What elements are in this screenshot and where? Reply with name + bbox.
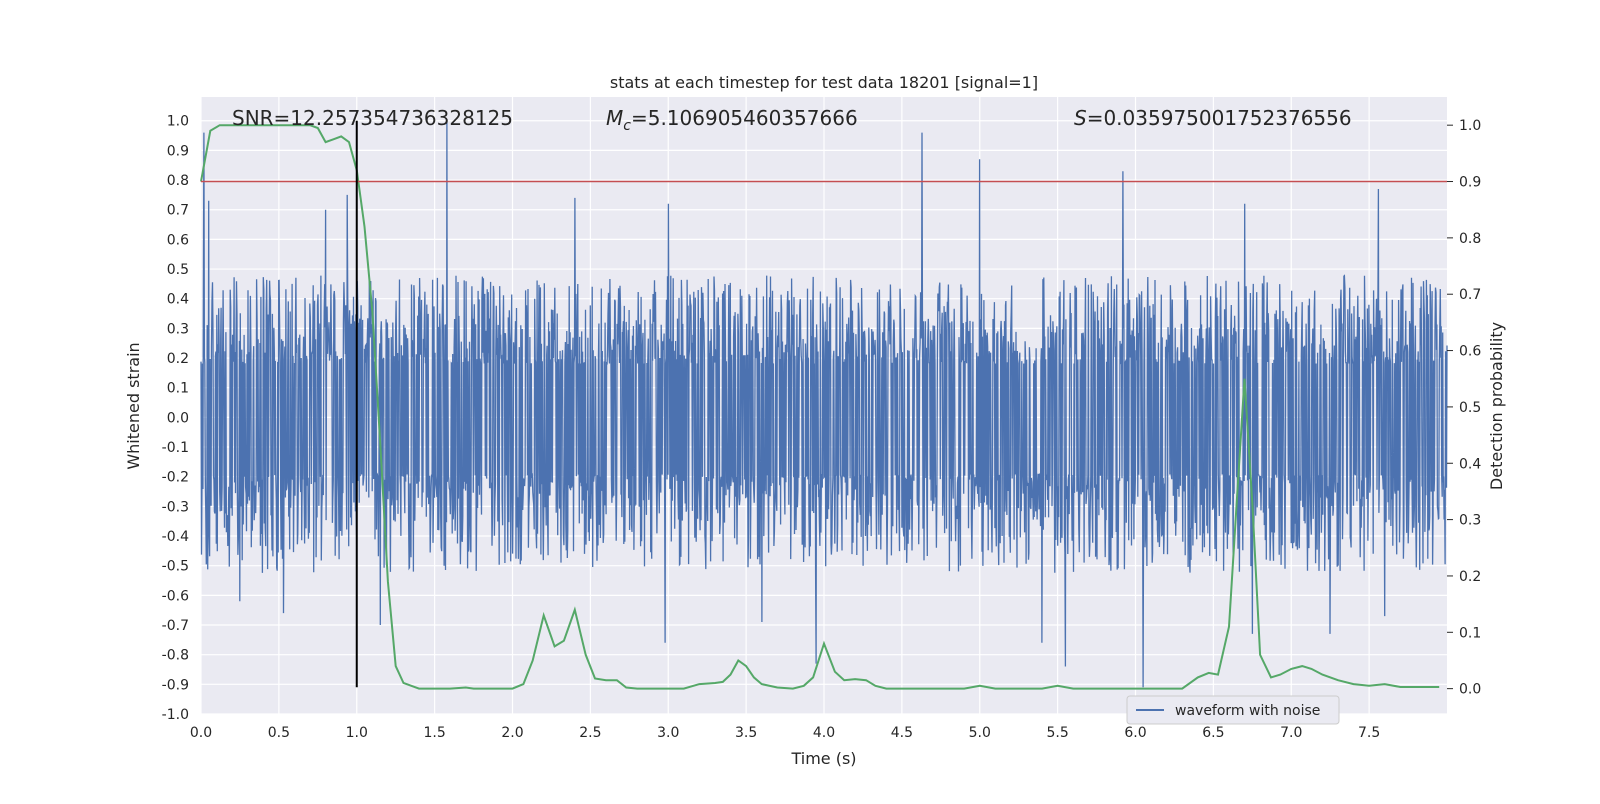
chart-title: stats at each timestep for test data 182… [610, 73, 1038, 92]
legend-label-waveform: waveform with noise [1175, 703, 1320, 719]
y-tick-label-left: 0.4 [167, 292, 189, 308]
x-tick-label: 1.5 [423, 725, 445, 741]
s-value: =0.035975001752376556 [1087, 106, 1352, 130]
y-tick-label-left: 0.2 [167, 351, 189, 367]
x-tick-label: 0.0 [190, 725, 212, 741]
y-tick-label-left: -0.9 [162, 677, 189, 693]
y-tick-label-right: 0.1 [1459, 625, 1481, 641]
y-tick-label-right: 1.0 [1459, 118, 1481, 134]
overlay-layer [200, 120, 1447, 690]
y-tick-label-left: 0.5 [167, 262, 189, 278]
y-tick-label-right: 0.4 [1459, 456, 1481, 472]
x-tick-label: 3.0 [657, 725, 679, 741]
y-axis-label-right: Detection probability [1487, 322, 1506, 490]
y-tick-label-left: 0.6 [167, 232, 189, 248]
chirp-mass-annotation: Mc=5.106905460357666 [606, 106, 858, 134]
y-tick-label-left: 0.3 [167, 321, 189, 337]
y-tick-label-right: 0.3 [1459, 513, 1481, 529]
s-symbol: S [1074, 106, 1087, 130]
y-tick-label-left: -0.6 [162, 588, 189, 604]
y-ticks-right: 0.0 0.1 0.2 0.3 0.4 0.5 0.6 0.7 0.8 0.9 1.0 [1447, 118, 1481, 698]
y-tick-label-left: -0.3 [162, 499, 189, 515]
y-tick-label-left: -0.7 [162, 618, 189, 634]
legend-box [1126, 695, 1340, 725]
x-ticks: 0.0 0.5 1.0 1.5 2.0 2.5 3.0 3.5 4.0 4.5 5.0 5.5 6.0 6… [190, 725, 1380, 741]
legend: waveform with noise [1126, 695, 1340, 725]
x-tick-label: 6.5 [1202, 725, 1224, 741]
x-tick-label: 7.0 [1280, 725, 1302, 741]
y-axis-label-left: Whitened strain [124, 342, 143, 469]
y-tick-label-right: 0.5 [1459, 400, 1481, 416]
y-tick-label-left: -0.4 [162, 529, 189, 545]
s-annotation: S=0.035975001752376556 [1074, 106, 1352, 130]
x-tick-label: 7.5 [1358, 725, 1380, 741]
x-tick-label: 5.0 [969, 725, 991, 741]
y-tick-label-left: 0.0 [167, 410, 189, 426]
x-tick-label: 3.5 [735, 725, 757, 741]
series-detection-probability [200, 124, 1440, 690]
y-tick-label-left: 0.1 [167, 381, 189, 397]
chirp-mass-symbol: M [606, 106, 623, 130]
chirp-mass-subscript: c [623, 118, 631, 134]
x-axis-label: Time (s) [790, 749, 856, 768]
y-tick-label-right: 0.0 [1459, 682, 1481, 698]
plot-area [200, 97, 1448, 715]
y-tick-label-left: 0.8 [167, 173, 189, 189]
y-tick-label-left: -0.5 [162, 559, 189, 575]
y-tick-label-left: 0.7 [167, 203, 189, 219]
y-tick-label-left: 0.9 [167, 143, 189, 159]
x-tick-label: 4.0 [813, 725, 835, 741]
y-tick-label-left: 1.0 [167, 114, 189, 130]
snr-annotation: SNR=12.257354736328125 [232, 106, 513, 130]
x-tick-label: 6.0 [1124, 725, 1146, 741]
y-tick-label-right: 0.9 [1459, 175, 1481, 191]
y-tick-label-right: 0.6 [1459, 344, 1481, 360]
series-waveform-with-noise [200, 120, 1448, 688]
x-tick-label: 0.5 [268, 725, 290, 741]
y-tick-label-left: -0.1 [162, 440, 189, 456]
y-tick-label-left: -0.8 [162, 648, 189, 664]
chirp-mass-value: =5.106905460357666 [631, 106, 858, 130]
x-tick-label: 5.5 [1046, 725, 1068, 741]
y-tick-label-left: -1.0 [162, 707, 189, 723]
x-tick-label: 4.5 [891, 725, 913, 741]
y-ticks-left: -1.0 -0.9 -0.8 -0.7 -0.6 -0.5 -0.4 -0.3 -0.2 -0.1… [162, 114, 189, 723]
x-tick-label: 2.5 [579, 725, 601, 741]
y-tick-label-right: 0.7 [1459, 287, 1481, 303]
y-tick-label-right: 0.2 [1459, 569, 1481, 585]
x-tick-label: 2.0 [501, 725, 523, 741]
y-tick-label-left: -0.2 [162, 470, 189, 486]
y-tick-label-right: 0.8 [1459, 231, 1481, 247]
strain-series [200, 120, 1448, 688]
x-tick-label: 1.0 [346, 725, 368, 741]
